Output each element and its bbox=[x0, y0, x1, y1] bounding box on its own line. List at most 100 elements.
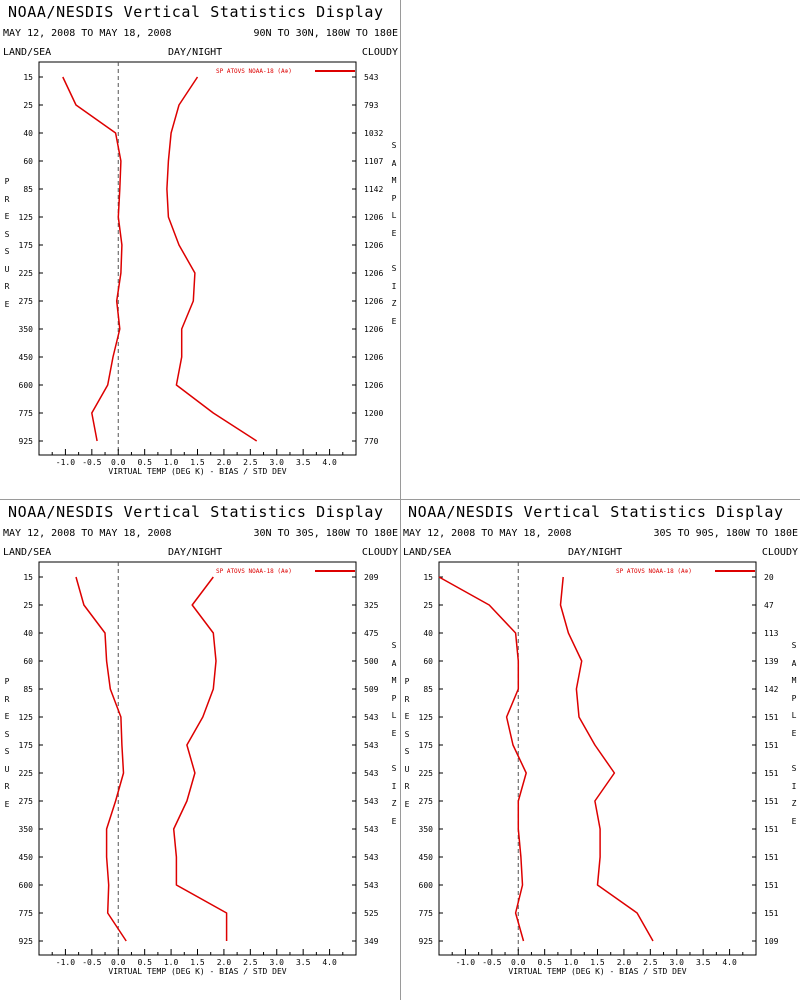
std-dev-line bbox=[172, 576, 228, 941]
pressure-tick-label: 60 bbox=[23, 657, 33, 666]
pressure-tick-label: 600 bbox=[19, 381, 34, 390]
pressure-tick-label: 25 bbox=[423, 601, 433, 610]
sample-size-label: 770 bbox=[364, 437, 379, 446]
x-tick-label: 3.0 bbox=[670, 958, 685, 967]
sample-size-label: 47 bbox=[764, 601, 774, 610]
pressure-tick-label: 925 bbox=[419, 937, 434, 946]
x-tick-label: 2.5 bbox=[243, 458, 258, 467]
x-tick-label: 1.5 bbox=[190, 458, 205, 467]
day-night-label: DAY/NIGHT bbox=[168, 547, 223, 558]
sample-size-label: 151 bbox=[764, 741, 779, 750]
sample-size-label: 500 bbox=[364, 657, 379, 666]
x-axis-label: VIRTUAL TEMP (DEG K) - BIAS / STD DEV bbox=[108, 967, 286, 976]
x-tick-label: 3.5 bbox=[296, 458, 311, 467]
stats-panel-tropics: NOAA/NESDIS Vertical Statistics Display … bbox=[0, 500, 400, 1000]
sample-size-label: 1200 bbox=[364, 409, 383, 418]
sample-size-label: 151 bbox=[764, 825, 779, 834]
x-tick-label: 4.0 bbox=[722, 958, 737, 967]
sample-size-label: 1206 bbox=[364, 325, 383, 334]
panel-title: NOAA/NESDIS Vertical Statistics Display bbox=[8, 3, 384, 21]
date-range: MAY 12, 2008 TO MAY 18, 2008 bbox=[3, 28, 172, 39]
sample-size-label: 151 bbox=[764, 713, 779, 722]
pressure-tick-label: 85 bbox=[23, 685, 33, 694]
pressure-tick-label: 125 bbox=[19, 713, 34, 722]
x-tick-label: -1.0 bbox=[56, 458, 75, 467]
x-tick-label: -0.5 bbox=[82, 958, 101, 967]
x-tick-label: -1.0 bbox=[456, 958, 475, 967]
x-tick-label: -0.5 bbox=[82, 458, 101, 467]
sample-size-label: 1107 bbox=[364, 157, 383, 166]
sample-size-label: 151 bbox=[764, 909, 779, 918]
cloudy-label: CLOUDY bbox=[761, 547, 798, 558]
sample-size-label: 1206 bbox=[364, 381, 383, 390]
sample-size-label: 20 bbox=[764, 573, 774, 582]
sample-size-label: 1032 bbox=[364, 129, 383, 138]
vertical-separator bbox=[400, 0, 401, 1000]
sample-size-label: 543 bbox=[364, 825, 379, 834]
day-night-label: DAY/NIGHT bbox=[168, 47, 223, 58]
pressure-tick-label: 350 bbox=[19, 325, 34, 334]
day-night-label: DAY/NIGHT bbox=[568, 547, 623, 558]
sample-size-label: 325 bbox=[364, 601, 379, 610]
sample-size-label: 543 bbox=[364, 881, 379, 890]
sample-size-label: 543 bbox=[364, 797, 379, 806]
pressure-tick-label: 60 bbox=[23, 157, 33, 166]
pressure-tick-label: 225 bbox=[19, 769, 34, 778]
date-range: MAY 12, 2008 TO MAY 18, 2008 bbox=[3, 528, 172, 539]
x-tick-label: 0.0 bbox=[111, 458, 126, 467]
x-tick-label: 4.0 bbox=[322, 958, 337, 967]
pressure-tick-label: 275 bbox=[19, 797, 34, 806]
stats-panel-south: NOAA/NESDIS Vertical Statistics Display … bbox=[400, 500, 800, 1000]
x-tick-label: 1.5 bbox=[590, 958, 605, 967]
pressure-tick-label: 225 bbox=[419, 769, 434, 778]
x-tick-label: 3.0 bbox=[270, 958, 285, 967]
x-tick-label: 3.5 bbox=[696, 958, 711, 967]
pressure-tick-label: 225 bbox=[19, 269, 34, 278]
pressure-tick-label: 350 bbox=[19, 825, 34, 834]
sample-size-label: 1142 bbox=[364, 185, 383, 194]
sample-size-label: 1206 bbox=[364, 353, 383, 362]
panel-title: NOAA/NESDIS Vertical Statistics Display bbox=[408, 503, 784, 521]
x-tick-label: 2.5 bbox=[643, 958, 658, 967]
bias-line bbox=[75, 576, 127, 942]
pressure-tick-label: 600 bbox=[19, 881, 34, 890]
sample-size-label: 793 bbox=[364, 101, 379, 110]
x-tick-label: 0.0 bbox=[511, 958, 526, 967]
land-sea-label: LAND/SEA bbox=[403, 547, 452, 558]
pressure-tick-label: 175 bbox=[19, 241, 34, 250]
sample-size-label: 151 bbox=[764, 881, 779, 890]
cloudy-label: CLOUDY bbox=[361, 547, 398, 558]
profile-chart: -1.0 -0.5 0.0 0.5 1.0 1.5 2.0 2.5 3.0 3.5 4.0 VIRTU… bbox=[19, 561, 379, 976]
sample-size-label: 543 bbox=[364, 853, 379, 862]
sample-size-label: 1206 bbox=[364, 269, 383, 278]
pressure-tick-label: 15 bbox=[23, 73, 33, 82]
pressure-tick-label: 275 bbox=[19, 297, 34, 306]
x-tick-label: 3.5 bbox=[296, 958, 311, 967]
pressure-tick-label: 350 bbox=[419, 825, 434, 834]
pressure-tick-label: 450 bbox=[19, 853, 34, 862]
stats-panel-north: NOAA/NESDIS Vertical Statistics Display … bbox=[0, 0, 400, 500]
pressure-tick-label: 85 bbox=[423, 685, 433, 694]
date-range: MAY 12, 2008 TO MAY 18, 2008 bbox=[403, 528, 572, 539]
pressure-tick-label: 450 bbox=[419, 853, 434, 862]
pressure-tick-label: 925 bbox=[19, 437, 34, 446]
pressure-tick-label: 25 bbox=[23, 601, 33, 610]
pressure-tick-label: 450 bbox=[19, 353, 34, 362]
bias-line bbox=[438, 576, 527, 942]
pressure-tick-label: 60 bbox=[423, 657, 433, 666]
x-tick-label: 1.0 bbox=[564, 958, 579, 967]
region-label: 30N TO 30S, 180W TO 180E bbox=[253, 528, 399, 539]
sample-size-label: 151 bbox=[764, 853, 779, 862]
x-tick-label: 0.5 bbox=[137, 958, 152, 967]
pressure-tick-label: 925 bbox=[19, 937, 34, 946]
pressure-tick-label: 775 bbox=[19, 909, 34, 918]
sample-size-label: 543 bbox=[364, 73, 379, 82]
x-tick-label: 2.0 bbox=[217, 958, 232, 967]
x-tick-label: 1.0 bbox=[164, 958, 179, 967]
sample-size-label: 543 bbox=[364, 741, 379, 750]
legend-label: SP ATOVS NOAA-18 (A⊕) bbox=[616, 568, 692, 575]
sample-size-label: 1206 bbox=[364, 213, 383, 222]
